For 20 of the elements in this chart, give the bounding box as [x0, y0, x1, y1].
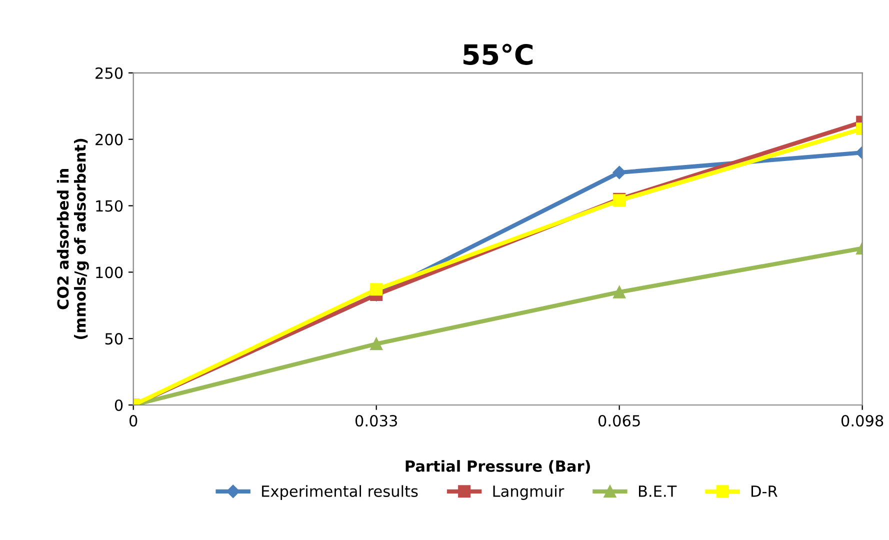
y-tick-label: 100 [96, 266, 123, 278]
x-axis-title: Partial Pressure (Bar) [406, 460, 590, 474]
legend-label: D-R [752, 486, 778, 497]
point [613, 286, 626, 298]
x-tick-label: 0.065 [598, 414, 640, 427]
point [370, 338, 383, 350]
y-axis-title: CO2 adsorbed in (mmols/g of adsorbent) [56, 138, 89, 340]
y-tick-label: 50 [105, 333, 123, 345]
legend-label: Langmuir [493, 485, 564, 500]
chart-title: 55°C [464, 44, 533, 65]
y-tick-label: 150 [96, 200, 123, 212]
x-tick-label: 0.098 [841, 414, 884, 427]
y-tick-label: 200 [96, 134, 123, 146]
legend-label: B.E.T [638, 486, 677, 497]
y-tick-label: 250 [96, 67, 123, 79]
point [370, 283, 383, 296]
x-tick-label: 0.033 [355, 414, 397, 427]
legend-label: Experimental results [262, 485, 418, 500]
y-tick-label: 0 [114, 399, 123, 412]
x-tick-label: 0 [129, 414, 138, 427]
